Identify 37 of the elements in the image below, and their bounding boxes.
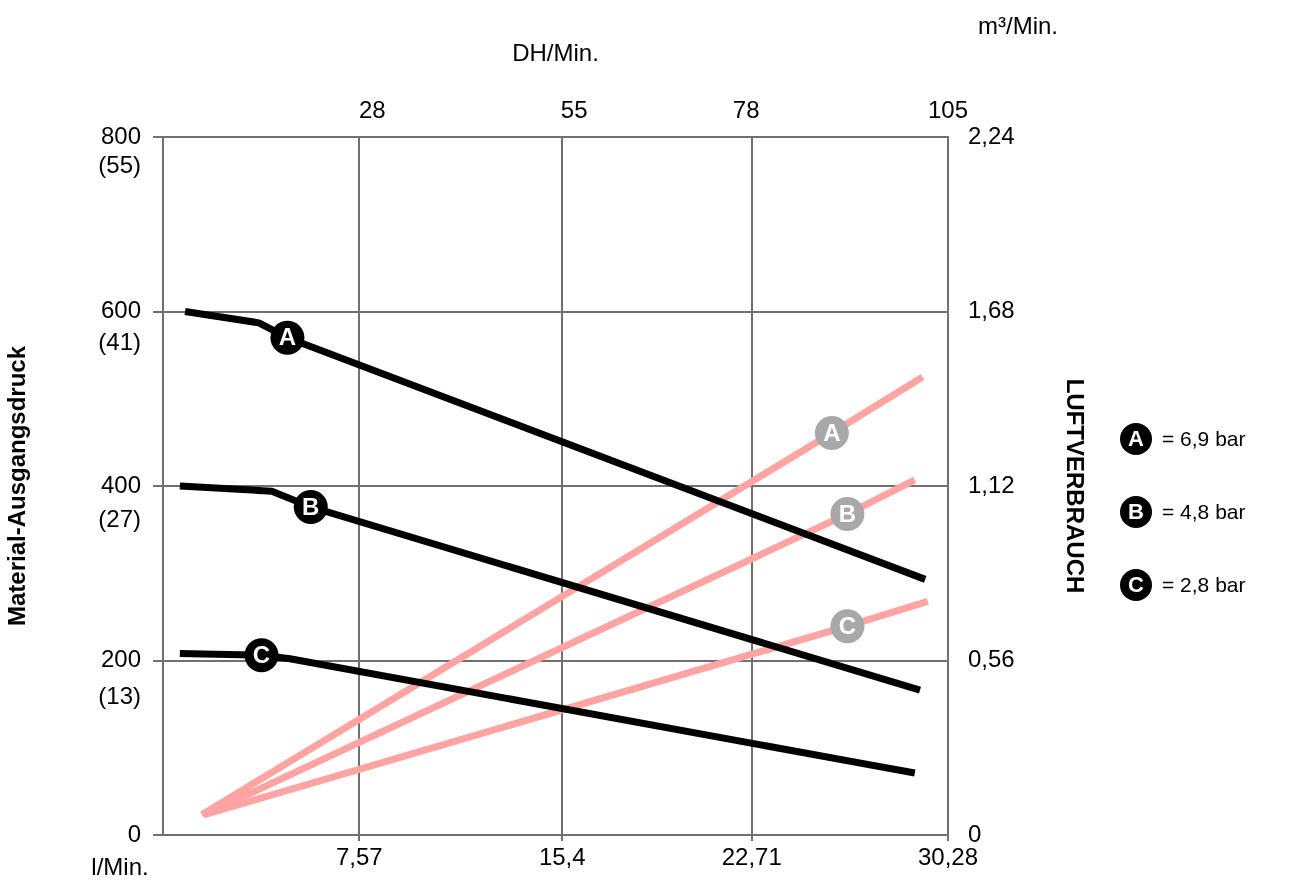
y2-tick-label: 0,56 [968, 645, 1015, 673]
y-tick-label: 0 [127, 819, 141, 847]
y2-tick-label: 1,68 [968, 296, 1015, 324]
x2-axis-title: DH/Min. [512, 39, 599, 67]
series-label: C [252, 640, 271, 668]
x2-tick-label: 105 [927, 96, 969, 124]
text: m³/Min. [978, 12, 1058, 40]
series-label: B [302, 492, 320, 520]
y-tick-label: 600 [100, 296, 141, 324]
x-axis-title: l/Min. [91, 852, 149, 880]
text: A [1128, 425, 1144, 451]
y-tick-label: 400 [100, 470, 141, 498]
text: B [1128, 498, 1144, 524]
series-label: A [823, 418, 841, 446]
x2-tick-label: 28 [358, 96, 386, 124]
y3-tick-label: (13) [98, 681, 141, 709]
y2-axis-title: LUFTVERBRAUCH [1061, 378, 1089, 594]
x2-tick-label: 55 [560, 96, 588, 124]
text: = 6,9 bar [1162, 426, 1246, 451]
series-label: A [278, 323, 297, 351]
y-axis-title: Material-Ausgangsdruck [3, 345, 31, 627]
series-label: B [838, 499, 857, 527]
x-tick-label: 22,71 [721, 843, 782, 871]
x-tick-label: 15,4 [538, 843, 586, 871]
text: = 4,8 bar [1162, 499, 1246, 524]
text: = 2,8 bar [1162, 572, 1246, 597]
series-label: C [838, 611, 857, 639]
y3-tick-label: (55) [98, 150, 141, 178]
y3-tick-label: (27) [98, 504, 141, 532]
x-tick-label: 7,57 [335, 843, 383, 871]
y3-tick-label: (41) [98, 327, 141, 355]
x2-tick-label: 78 [732, 96, 760, 124]
text: C [1128, 571, 1144, 597]
y-tick-label: 200 [100, 645, 141, 673]
y-tick-label: 800 [100, 121, 141, 149]
y2-tick-label: 2,24 [968, 121, 1015, 149]
y2-tick-label: 1,12 [968, 470, 1015, 498]
